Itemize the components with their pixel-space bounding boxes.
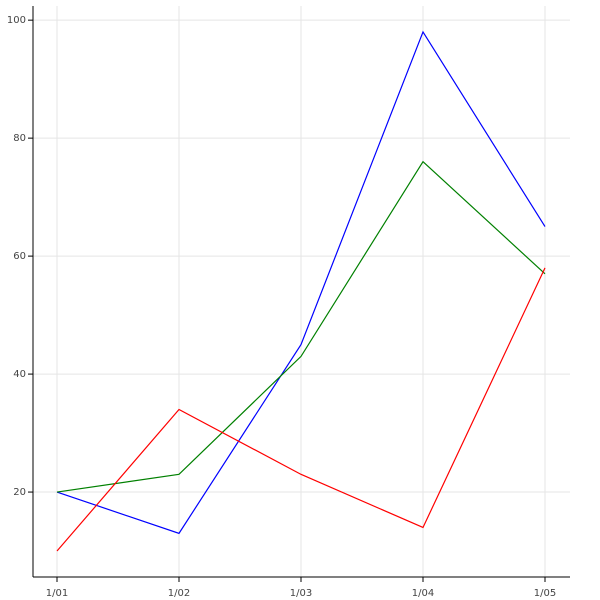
y-tick-label: 100 — [7, 15, 26, 26]
x-tick-label: 1/04 — [412, 588, 434, 599]
line — [56, 160, 546, 493]
x-tick-label: 1/05 — [534, 588, 556, 599]
line — [56, 267, 546, 552]
x-tick-label: 1/02 — [168, 588, 190, 599]
y-tick-label: 60 — [13, 251, 26, 262]
x-tick-label: 1/01 — [46, 588, 68, 599]
y-tick-label: 20 — [13, 487, 26, 498]
y-tick-label: 40 — [13, 369, 26, 380]
x-tick-label: 1/03 — [290, 588, 312, 599]
y-tick-label: 80 — [13, 133, 26, 144]
line — [56, 30, 546, 535]
